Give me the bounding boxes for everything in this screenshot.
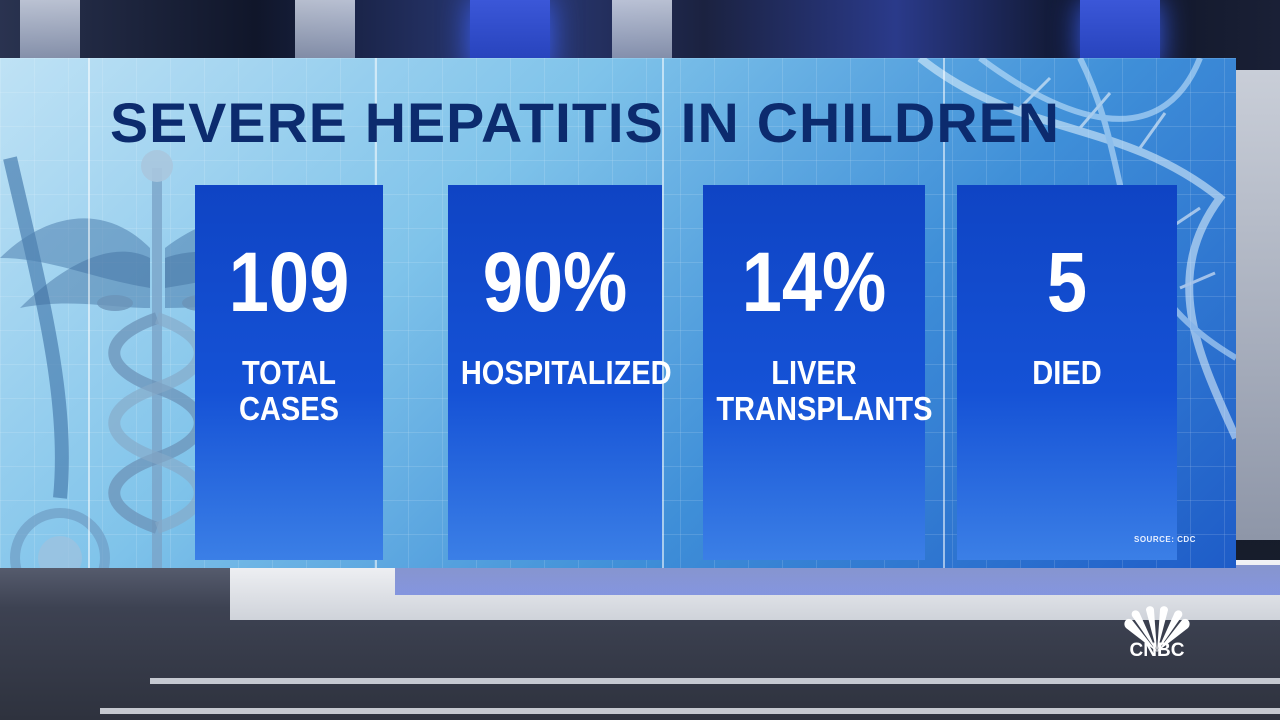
stat-label: DIED <box>1032 354 1102 391</box>
studio-light <box>20 0 80 60</box>
stat-panel-liver-transplants: 14% LIVER TRANSPLANTS <box>703 185 933 560</box>
floor-stripe <box>100 708 1280 714</box>
studio-side-wall <box>1235 70 1280 540</box>
stat-value: 90% <box>482 235 628 329</box>
screen-seam <box>88 58 90 568</box>
stat-value: 5 <box>1046 235 1088 329</box>
desk-accent <box>395 565 1280 595</box>
stat-value: 14% <box>741 235 887 329</box>
peacock-icon <box>1124 606 1190 652</box>
stat-panel-hospitalized: 90% HOSPITALIZED <box>448 185 672 560</box>
stat-value: 109 <box>228 235 350 329</box>
floor-stripe <box>150 678 1280 684</box>
network-logo-text: CNBC <box>1129 640 1185 661</box>
screen-seam <box>662 58 664 568</box>
stat-label: TOTAL CASES <box>238 354 340 427</box>
stat-panel-total-cases: 109 TOTAL CASES <box>195 185 383 560</box>
stat-label: HOSPITALIZED <box>460 354 672 391</box>
screen-seam <box>943 58 945 568</box>
stat-label: LIVER TRANSPLANTS <box>716 354 933 427</box>
source-credit: SOURCE: CDC <box>1134 535 1196 544</box>
studio-light <box>295 0 355 60</box>
headline: SEVERE HEPATITIS IN CHILDREN <box>110 91 1060 154</box>
studio-light <box>612 0 672 60</box>
stat-panel-died: 5 DIED <box>957 185 1177 560</box>
